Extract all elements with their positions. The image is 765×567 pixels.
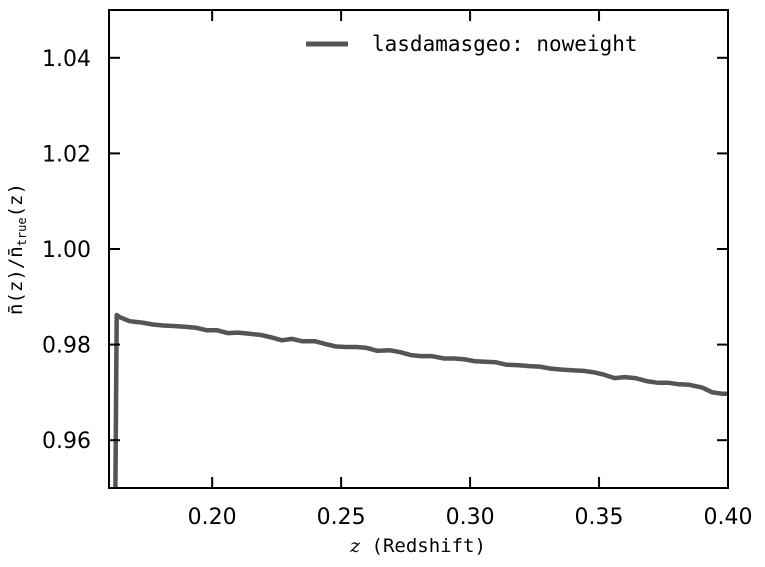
y-axis-ticks: 0.96 0.98 1.00 1.02 1.04 bbox=[42, 47, 728, 454]
legend: lasdamasgeo: noweight bbox=[306, 32, 638, 56]
y-axis-label-sub: true bbox=[15, 217, 29, 246]
x-tick-label: 0.40 bbox=[704, 505, 753, 530]
series-line-0 bbox=[113, 312, 728, 489]
y-axis-label: n̄(z)/n̄true(z) bbox=[5, 183, 29, 315]
y-tick-label: 0.98 bbox=[42, 334, 91, 359]
y-tick-label: 1.02 bbox=[42, 142, 91, 167]
y-tick-label: 1.04 bbox=[42, 47, 91, 72]
x-axis-label: z (Redshift) bbox=[349, 535, 486, 557]
x-tick-label: 0.25 bbox=[317, 505, 366, 530]
x-tick-label: 0.35 bbox=[575, 505, 624, 530]
y-axis-label-main: n̄(z)/n̄ bbox=[5, 246, 27, 315]
x-axis-ticks: 0.20 0.25 0.30 0.35 0.40 bbox=[188, 10, 753, 530]
x-axis-label-unit: (Redshift) bbox=[360, 535, 486, 557]
x-tick-label: 0.20 bbox=[188, 505, 237, 530]
x-tick-label: 0.30 bbox=[446, 505, 495, 530]
y-axis-label-end: (z) bbox=[5, 183, 27, 217]
y-tick-label: 1.00 bbox=[42, 238, 91, 263]
chart-marks bbox=[113, 312, 728, 489]
y-tick-label: 0.96 bbox=[42, 429, 91, 454]
x-axis-label-variable: z bbox=[349, 535, 361, 557]
legend-label: lasdamasgeo: noweight bbox=[372, 32, 638, 56]
